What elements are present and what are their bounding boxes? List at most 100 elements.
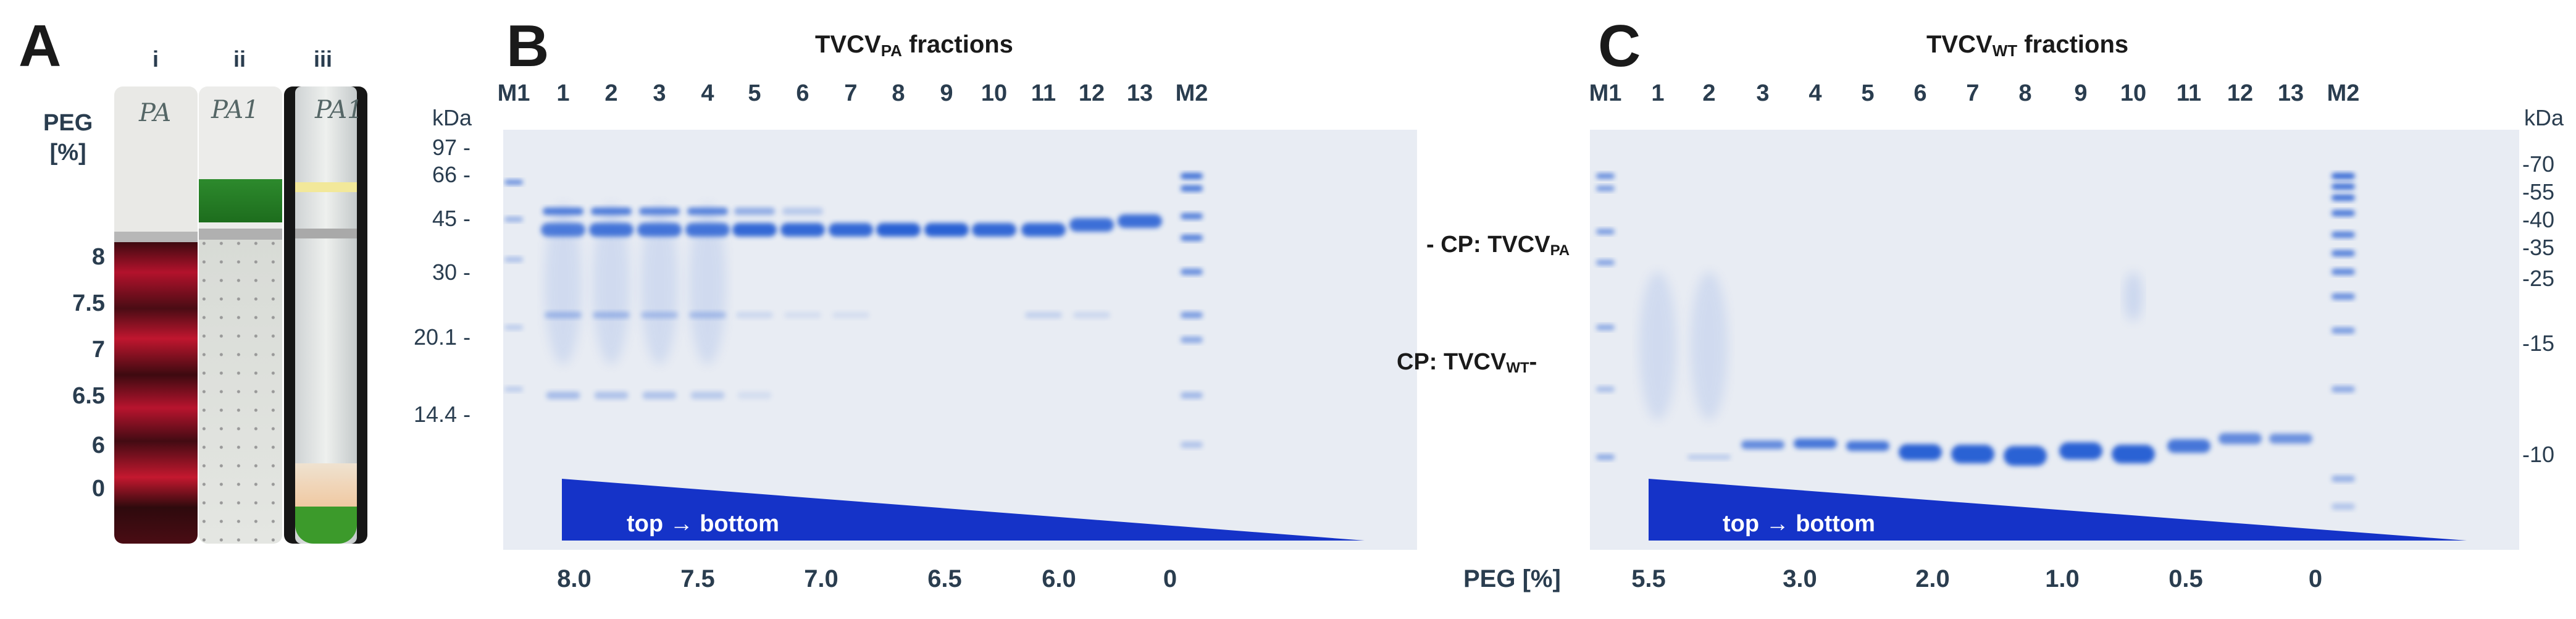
gel-c-cp-band	[2112, 445, 2155, 463]
gel-b-image: top → bottom	[503, 130, 1417, 550]
gel-c-lane-10: 10	[2120, 80, 2147, 106]
gel-c-bottom-2: 2.0	[1915, 565, 1950, 592]
gel-c-title: TVCVWT fractions	[1926, 31, 2128, 61]
gel-c-bottom-5: 0	[2308, 565, 2323, 592]
gel-b-lane-3: 3	[653, 80, 666, 106]
gel-c-m2-band	[2331, 327, 2355, 334]
peg-tick-4: 6	[91, 432, 105, 458]
gel-b-cp-band	[1069, 218, 1114, 232]
gel-c-mw-1: -55	[2522, 179, 2555, 204]
gel-c-cp-main: CP: TVCV	[1397, 349, 1507, 375]
gel-b-m1-band	[504, 387, 523, 392]
gel-b-bands	[504, 173, 1203, 448]
gel-c-lane-0: M1	[1589, 80, 1622, 106]
peg-tick-0: 8	[91, 244, 105, 270]
gel-c-lane-5: 5	[1861, 80, 1875, 106]
gel-c-lane-1: 1	[1651, 80, 1665, 106]
tube-ii: PA1	[199, 86, 282, 544]
tube-i-rim	[114, 232, 198, 243]
gel-b-cp-sub: PA	[1550, 242, 1570, 259]
gel-c-m2-band	[2331, 183, 2355, 190]
gel-b-lane-10: 10	[981, 80, 1008, 106]
gel-c-m2-band	[2331, 250, 2355, 256]
gel-c-m1-band	[1596, 173, 1615, 179]
gel-c-lane-3: 3	[1756, 80, 1770, 106]
gel-c-cp-band	[2167, 439, 2210, 453]
panel-a-letter: A	[19, 13, 62, 79]
gel-c-mw-3: -35	[2522, 235, 2555, 260]
gel-b-m1-band	[504, 257, 523, 262]
gel-c-lane-9: 9	[2074, 80, 2088, 106]
gel-b-bottom-4: 6.0	[1042, 565, 1076, 592]
gel-c-lane-4: 4	[1809, 80, 1822, 106]
gel-b-20kda-band	[784, 312, 821, 318]
gel-b-smear	[689, 204, 726, 364]
peg-tick-3: 6.5	[72, 383, 105, 409]
gel-c-smear	[1691, 272, 1728, 420]
gel-b-cp-band	[924, 223, 969, 237]
gel-b-mw-2: 45 -	[432, 206, 471, 231]
peg-tick-1: 7.5	[72, 290, 105, 316]
gel-b-cp-band	[1021, 223, 1066, 237]
tube-i-handwriting: PA	[139, 99, 172, 127]
gel-c-m2-band	[2331, 232, 2355, 238]
gel-c-lane-8: 8	[2018, 80, 2032, 106]
gel-b-bottom-0: 8.0	[557, 565, 592, 592]
gel-b-cp-band	[876, 223, 921, 237]
gel-b-mw-5: 14.4 -	[414, 402, 471, 427]
panel-b-letter: B	[506, 13, 550, 79]
gel-c-cp-band	[2218, 433, 2262, 444]
gel-b-m2-band	[1181, 442, 1203, 448]
gel-c-m2-band	[2331, 195, 2355, 201]
panel-c-letter: C	[1598, 13, 1641, 79]
tube-ii-green-layer	[199, 179, 282, 222]
tube-ii-rim	[199, 229, 282, 240]
gel-c-lane-12: 12	[2227, 80, 2254, 106]
gel-b-kda-label: kDa	[432, 105, 472, 130]
gel-b-m1-band	[504, 217, 523, 222]
gel-b-smear	[641, 204, 678, 364]
gel-c-m1-band	[1596, 185, 1615, 192]
gel-c-lane-2: 2	[1702, 80, 1716, 106]
gel-b-lane-13: 13	[1126, 80, 1153, 106]
gel-b-cp-band	[732, 223, 777, 237]
gel-b-m2-band	[1181, 337, 1203, 343]
gel-b-lane-11: 11	[1031, 80, 1056, 106]
gel-c-m2-band	[2331, 173, 2355, 179]
gel-b-m2-band	[1181, 235, 1203, 241]
gel-c-cp-band	[1846, 441, 1889, 451]
gel-b-45kda-band	[734, 208, 775, 215]
gel-c-m1-band	[1596, 229, 1615, 235]
tube-i: PA	[114, 86, 198, 544]
gel-c-cp-dash: -	[1529, 349, 1537, 375]
gel-c-bottom-4: 0.5	[2168, 565, 2203, 592]
gel-b-lane-0: M1	[497, 80, 530, 106]
gel-b-mw-0: 97 -	[432, 135, 471, 160]
gel-b-m1-band	[504, 180, 523, 185]
gel-b-wedge-label: top → bottom	[627, 511, 779, 537]
gel-c-mw-5: -15	[2522, 331, 2555, 356]
gel-c-bottom-1: 3.0	[1783, 565, 1817, 592]
gel-b-cp-band	[829, 223, 873, 237]
tube-iii-bottom-green	[295, 507, 357, 544]
gel-b-14kda-band	[594, 392, 629, 399]
gel-c-wedge-label: top → bottom	[1723, 511, 1875, 537]
gel-b-mw-3: 30 -	[432, 259, 471, 285]
gel-c-cp-label: CP: TVCVWT-	[1397, 349, 1537, 377]
tube-i-gradient	[114, 242, 198, 544]
gel-b-title-sub: PA	[880, 41, 902, 60]
peg-tick-5: 0	[91, 476, 105, 502]
gel-c-m1-band	[1596, 386, 1615, 392]
tube-ii-handwriting: PA1	[211, 96, 259, 124]
gel-b-m2-band	[1181, 312, 1203, 318]
gel-b-bottom-3: 6.5	[927, 565, 962, 592]
gel-c-m2-band	[2331, 386, 2355, 392]
peg-axis-title: PEG [%]	[43, 108, 93, 167]
gel-c-m2-band	[2331, 476, 2355, 482]
tube-iii-yellow-layer	[295, 182, 357, 192]
gel-b-m2-band	[1181, 269, 1203, 275]
gel-b-14kda-band	[737, 392, 772, 399]
gel-b-mw-4: 20.1 -	[414, 324, 471, 350]
gel-b-m2-band	[1181, 392, 1203, 398]
gel-b-title: TVCVPA fractions	[815, 31, 1013, 61]
